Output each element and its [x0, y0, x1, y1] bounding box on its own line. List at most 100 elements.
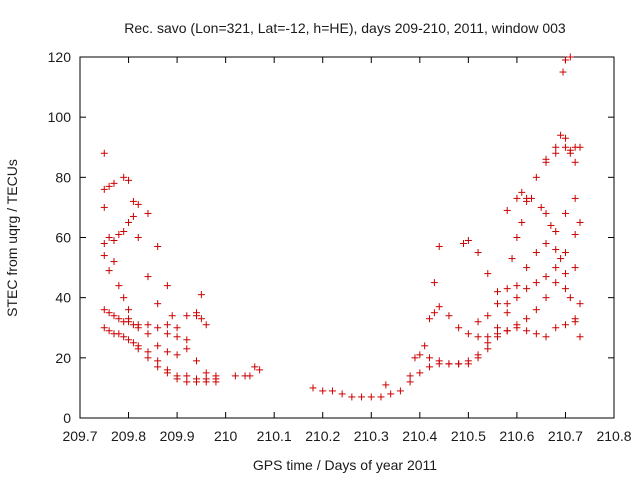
data-point: [566, 53, 574, 61]
data-point: [493, 324, 501, 332]
data-point: [125, 176, 133, 184]
data-point: [532, 173, 540, 181]
data-point: [542, 273, 550, 281]
data-point: [110, 312, 118, 320]
x-tick-label: 210.3: [354, 428, 389, 444]
data-point: [358, 393, 366, 401]
data-point: [129, 197, 137, 205]
data-point: [168, 312, 176, 320]
data-point: [154, 342, 162, 350]
data-point: [484, 312, 492, 320]
data-point: [129, 212, 137, 220]
data-point: [426, 363, 434, 371]
x-tick-label: 210.5: [451, 428, 486, 444]
data-point: [100, 185, 108, 193]
data-point: [163, 366, 171, 374]
data-point: [557, 131, 565, 139]
data-point: [246, 372, 254, 380]
data-point: [435, 303, 443, 311]
data-point: [493, 288, 501, 296]
data-point: [503, 327, 511, 335]
data-point: [396, 387, 404, 395]
data-point: [518, 188, 526, 196]
data-points: [100, 53, 584, 401]
data-point: [319, 387, 327, 395]
x-axis: 209.7 209.8 209.9 210 210.1 210.2 210.3 210.4 21…: [62, 57, 632, 444]
data-point: [518, 218, 526, 226]
data-point: [523, 285, 531, 293]
data-point: [571, 194, 579, 202]
y-tick-label: 80: [55, 169, 71, 185]
data-point: [105, 309, 113, 317]
data-point: [115, 282, 123, 290]
data-point: [542, 209, 550, 217]
x-tick-label: 210.6: [499, 428, 534, 444]
data-point: [105, 234, 113, 241]
x-tick-label: 210.4: [402, 428, 437, 444]
data-point: [193, 375, 201, 383]
data-point: [163, 330, 171, 338]
data-point: [503, 285, 511, 293]
data-point: [464, 360, 472, 368]
data-point: [527, 194, 535, 202]
data-point: [105, 182, 113, 190]
data-point: [193, 357, 201, 365]
data-point: [144, 330, 152, 338]
data-point: [144, 321, 152, 329]
data-point: [484, 270, 492, 278]
x-axis-label: GPS time / Days of year 2011: [253, 457, 437, 473]
chart-title: Rec. savo (Lon=321, Lat=-12, h=HE), days…: [124, 20, 566, 36]
data-point: [202, 321, 210, 329]
data-point: [183, 372, 191, 380]
data-point: [426, 354, 434, 362]
data-point: [576, 143, 584, 151]
data-point: [183, 345, 191, 353]
data-point: [115, 315, 123, 323]
data-point: [559, 68, 567, 76]
data-point: [430, 279, 438, 287]
data-point: [173, 324, 181, 332]
data-point: [484, 333, 492, 341]
data-point: [163, 282, 171, 290]
data-point: [561, 249, 569, 257]
data-point: [561, 134, 569, 142]
data-point: [547, 221, 555, 229]
data-point: [416, 351, 424, 359]
data-point: [542, 333, 550, 341]
data-point: [309, 384, 317, 392]
data-point: [503, 206, 511, 214]
data-point: [120, 333, 128, 341]
data-point: [493, 300, 501, 308]
data-point: [382, 381, 390, 389]
data-point: [328, 387, 336, 395]
data-point: [552, 246, 560, 254]
x-tick-label: 209.8: [111, 428, 146, 444]
data-point: [513, 234, 521, 241]
data-point: [576, 333, 584, 341]
data-point: [561, 56, 569, 64]
data-point: [493, 330, 501, 338]
data-point: [134, 321, 142, 329]
data-point: [435, 243, 443, 251]
data-point: [212, 375, 220, 383]
data-point: [426, 315, 434, 323]
data-point: [421, 342, 429, 350]
data-point: [561, 321, 569, 329]
data-point: [173, 333, 181, 341]
plot-border: [79, 56, 615, 419]
data-point: [144, 273, 152, 281]
data-point: [120, 294, 128, 302]
data-point: [566, 294, 574, 302]
data-point: [523, 264, 531, 272]
data-point: [377, 393, 385, 401]
data-point: [474, 249, 482, 257]
data-point: [552, 279, 560, 287]
data-point: [105, 327, 113, 335]
data-point: [484, 339, 492, 347]
data-point: [256, 366, 264, 374]
data-point: [231, 372, 239, 380]
data-point: [100, 149, 108, 157]
data-point: [163, 321, 171, 329]
data-point: [115, 330, 123, 338]
